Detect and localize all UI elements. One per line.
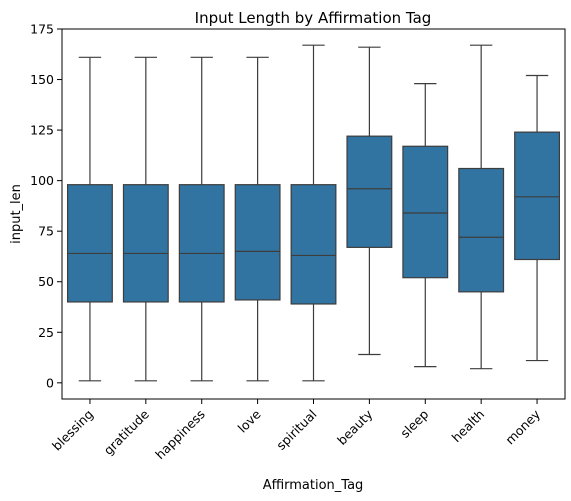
y-tick-label: 125 (30, 123, 54, 138)
box-spiritual (290, 44, 337, 382)
x-tick-label: love (235, 406, 264, 435)
box-sleep (402, 82, 449, 368)
box-beauty (346, 46, 393, 356)
y-tick-label: 175 (30, 22, 54, 37)
iqr-box (346, 135, 393, 248)
iqr-box (234, 184, 281, 301)
iqr-box (402, 145, 449, 279)
y-axis-ticks: 0 25 50 75 100 125 150 175 (30, 22, 62, 390)
y-tick-label: 75 (38, 224, 54, 239)
box-health (458, 44, 505, 370)
iqr-box (290, 184, 337, 305)
x-tick-label: sleep (397, 406, 431, 440)
chart-title: Input Length by Affirmation Tag (195, 9, 432, 27)
x-axis-ticks: blessing gratitude happiness love spiritual b… (49, 399, 544, 462)
y-axis-title: input_len (9, 184, 24, 244)
iqr-box (178, 184, 225, 303)
x-axis-title: Affirmation_Tag (263, 478, 364, 493)
box-love (234, 56, 281, 382)
x-tick-label: spiritual (273, 407, 319, 453)
x-tick-label: health (449, 407, 488, 446)
y-tick-label: 25 (38, 325, 54, 340)
iqr-box (458, 167, 505, 293)
iqr-box (66, 184, 113, 303)
y-tick-label: 100 (30, 173, 54, 188)
x-tick-label: happiness (152, 407, 208, 463)
y-tick-label: 0 (46, 375, 54, 390)
iqr-box (122, 184, 169, 303)
x-tick-label: money (502, 406, 543, 447)
iqr-box (514, 131, 561, 261)
y-tick-label: 50 (38, 274, 54, 289)
y-tick-label: 150 (30, 72, 54, 87)
boxes-layer (66, 44, 561, 382)
x-tick-label: blessing (49, 407, 96, 454)
x-tick-label: beauty (334, 406, 376, 448)
box-gratitude (122, 56, 169, 382)
x-tick-label: gratitude (101, 406, 153, 458)
box-money (514, 74, 561, 362)
plot-frame (61, 28, 566, 400)
box-blessing (66, 56, 113, 382)
box-happiness (178, 56, 225, 382)
